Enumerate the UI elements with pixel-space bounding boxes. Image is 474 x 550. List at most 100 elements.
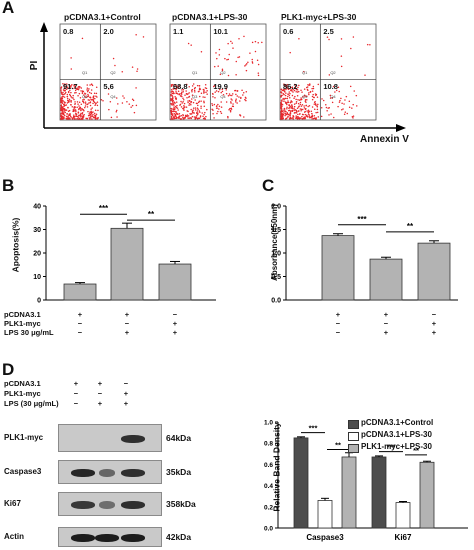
flow-dot — [284, 94, 287, 97]
flow-dot — [60, 90, 62, 92]
quadrant-lr-value: 10.8 — [323, 81, 338, 91]
flow-dot — [172, 113, 174, 115]
flow-dot — [212, 113, 214, 115]
blot-band — [121, 435, 145, 443]
flow-dot — [280, 91, 282, 93]
flow-dot — [187, 110, 189, 113]
flow-dot — [194, 118, 197, 120]
flow-dot — [75, 118, 77, 120]
flow-dot — [94, 97, 96, 100]
flow-dot — [70, 115, 72, 118]
flow-dot — [83, 110, 85, 112]
flow-dot — [62, 112, 64, 115]
flow-dot — [73, 84, 75, 87]
flow-dot — [62, 117, 64, 120]
flow-dot — [245, 64, 247, 66]
flow-dot — [92, 96, 94, 99]
flow-dot — [92, 111, 94, 113]
flow-dot — [173, 117, 175, 120]
flow-dot — [300, 109, 302, 112]
flow-dot — [296, 118, 299, 120]
flow-dot — [171, 114, 174, 117]
flow-dot — [290, 107, 292, 109]
treatment-sign-b: + — [77, 310, 83, 319]
flow-dot — [71, 106, 74, 108]
flow-dot — [60, 118, 63, 120]
flow-dot — [281, 104, 284, 106]
flow-dot — [85, 96, 87, 99]
flow-dot — [217, 110, 219, 113]
flow-dot — [232, 47, 234, 49]
flow-dot — [86, 90, 89, 93]
flow-dot — [93, 92, 96, 95]
flow-dot — [91, 84, 94, 87]
flow-dot — [175, 88, 177, 91]
pi-axis-label: PI — [29, 60, 41, 71]
flow-dot — [293, 107, 295, 110]
flow-dot — [338, 90, 340, 93]
flow-dot — [348, 106, 351, 109]
flow-dot — [173, 84, 175, 86]
flow-dot — [202, 115, 204, 117]
flow-dot — [60, 99, 62, 102]
panel-b-letter: B — [2, 176, 15, 195]
flow-dot — [190, 103, 192, 106]
flow-dot — [108, 88, 110, 90]
y-tick-label: 0.5 — [271, 274, 281, 281]
flow-dot — [90, 115, 93, 117]
flow-dot — [364, 74, 366, 76]
flow-dot — [221, 88, 224, 91]
flow-dot — [230, 40, 232, 43]
flow-dot — [320, 115, 323, 118]
flow-dot — [89, 96, 91, 99]
flow-dot — [199, 111, 201, 113]
flow-dot — [76, 101, 79, 103]
flow-dot — [182, 114, 184, 117]
flow-dot — [231, 94, 233, 97]
flow-dot — [68, 98, 71, 101]
flow-dot — [249, 52, 251, 54]
flow-dot — [306, 88, 309, 91]
flow-dot — [197, 108, 199, 111]
flow-dot — [60, 97, 63, 99]
flow-dot — [303, 94, 306, 97]
flow-dot — [180, 114, 182, 117]
flow-dot — [220, 91, 222, 94]
legend-label: PLK1-myc+LPS-30 — [361, 442, 432, 451]
quadrant-ur-value: 10.1 — [213, 27, 228, 36]
flow-dot — [227, 95, 230, 97]
flow-dot — [283, 108, 285, 110]
d-row-label: LPS (30 μg/mL) — [4, 399, 59, 408]
flow-dot — [171, 92, 173, 95]
flow-dot — [301, 117, 303, 120]
flow-dot — [188, 102, 191, 105]
flow-dot — [62, 100, 64, 102]
quadrant-ul-value: 0.8 — [63, 27, 74, 36]
flow-dot — [330, 113, 332, 115]
flow-dot — [283, 89, 286, 91]
flow-dot — [311, 98, 314, 101]
flow-dot — [340, 38, 343, 40]
flow-dot — [176, 85, 179, 88]
flow-dot — [218, 105, 221, 108]
flow-dot — [79, 114, 81, 117]
flow-dot — [74, 109, 77, 111]
flow-dot — [86, 87, 89, 89]
flow-dot — [240, 96, 242, 99]
flow-dot — [182, 88, 185, 91]
blot-band — [98, 469, 116, 477]
quadrant-q1-label: Q1 — [192, 69, 198, 75]
flow-dot — [176, 113, 179, 115]
flow-dot — [281, 105, 283, 108]
flow-dot — [251, 58, 253, 61]
flow-dot — [183, 102, 186, 105]
flow-dot — [254, 50, 257, 53]
flow-dot — [90, 108, 92, 110]
flow-dot — [175, 117, 178, 120]
flow-dot — [66, 102, 69, 104]
flow-dot — [228, 93, 231, 95]
flow-dot — [198, 85, 201, 87]
flow-dot — [309, 116, 311, 119]
flow-dot — [72, 87, 74, 90]
flow-dot — [108, 108, 110, 111]
